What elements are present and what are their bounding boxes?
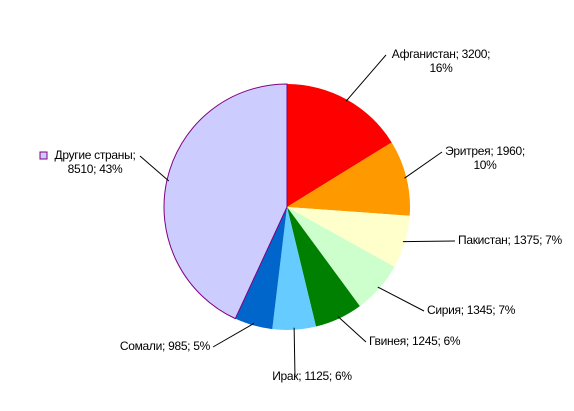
pie-slice [287,207,410,267]
pie-slice [287,207,395,307]
pie-slice [287,207,360,327]
data-label: Афганистан; 3200; [392,47,490,61]
pie-slice [272,207,316,330]
data-label: Сомали; 985; 5% [120,339,211,353]
leader-line [337,316,367,343]
pie-slice [163,83,288,320]
leader-line [293,327,296,378]
data-label: Гвинея; 1245; 6% [369,334,461,348]
data-label: Другие страны; [55,148,136,162]
data-label: Сирия; 1345; 7% [427,303,516,317]
leader-line [377,286,425,312]
legend-key [39,151,48,160]
data-label: 16% [429,61,453,75]
data-label: 8510; 43% [68,162,123,176]
data-label: Ирак; 1125; 6% [272,369,352,383]
leader-line [402,240,456,243]
pie-slice [235,207,287,330]
pie-slice [287,142,410,216]
data-label: Эритрея; 1960; [445,144,525,158]
data-label: Пакистан; 1375; 7% [458,233,563,247]
leader-line [139,155,170,182]
leader-line [345,54,387,102]
leader-line [404,151,443,179]
data-label: 10% [473,158,497,172]
pie-slice [287,84,392,207]
leader-line [212,322,255,348]
